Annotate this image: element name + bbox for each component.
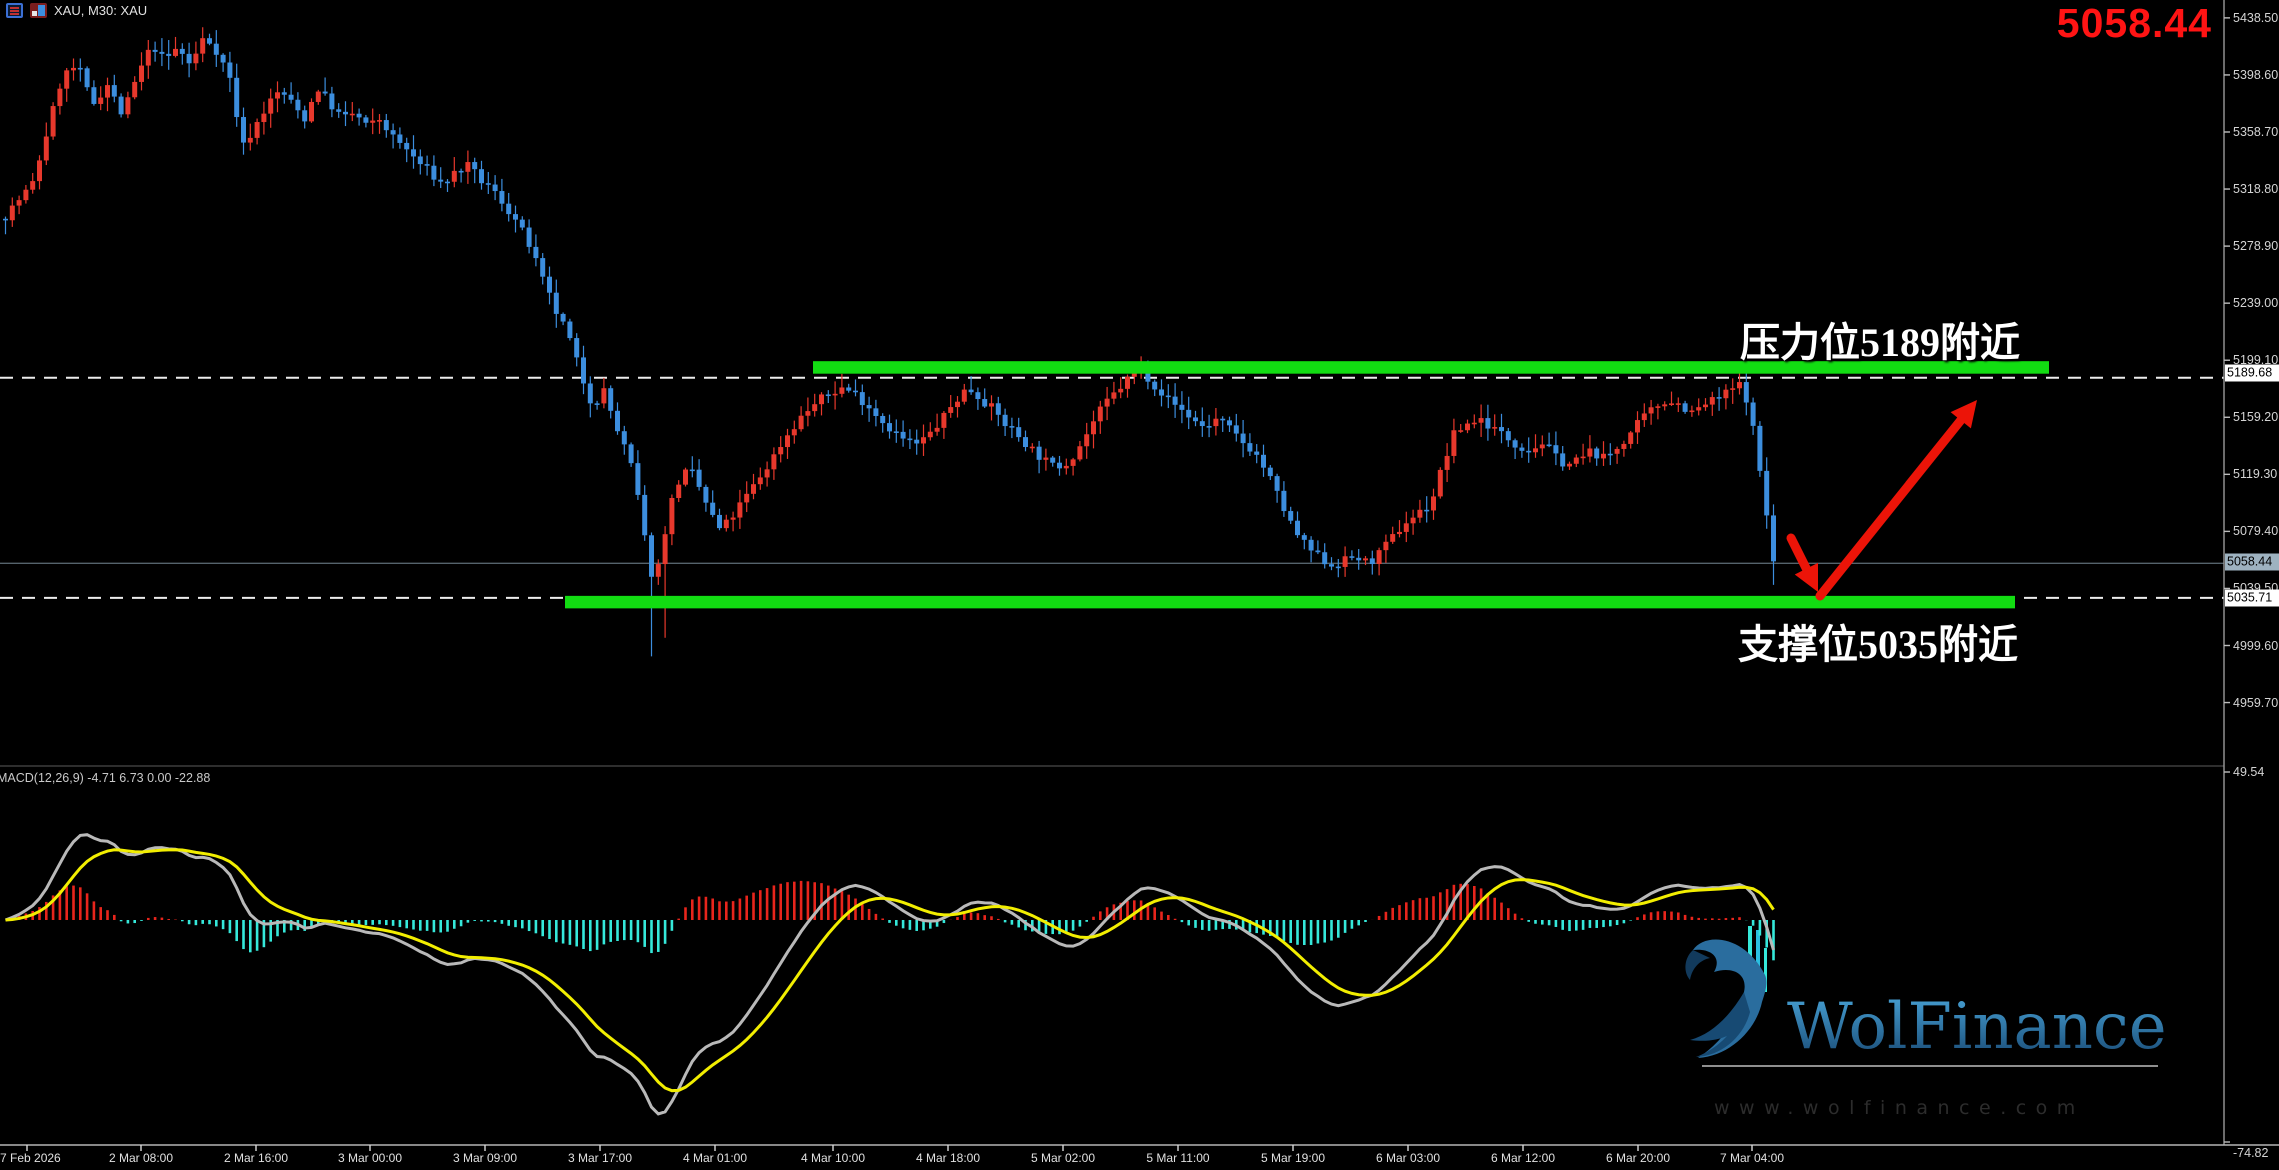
- price-tick-label: 4999.60: [2233, 638, 2279, 653]
- macd-signal-line: [5, 848, 1775, 1093]
- projection-arrows: [1786, 400, 1977, 601]
- price-tick-label: 5159.20: [2233, 410, 2279, 425]
- time-tick-label: 2 Mar 16:00: [223, 1151, 289, 1165]
- time-tick-label: 3 Mar 17:00: [567, 1151, 633, 1165]
- current-price-display: 5058.44: [2056, 0, 2212, 46]
- time-tick-label: 5 Mar 19:00: [1260, 1151, 1326, 1165]
- watermark-url: www.wolfinance.com: [1714, 1097, 2085, 1119]
- time-tick-label: 7 Mar 04:00: [1719, 1151, 1785, 1165]
- price-tick-label: 5199.10: [2233, 353, 2279, 368]
- support-annotation: 支撑位5035附近: [1738, 622, 2018, 667]
- time-tick-label: 6 Mar 12:00: [1490, 1151, 1556, 1165]
- price-tick-label: 5278.90: [2233, 239, 2279, 254]
- price-tick-label: 5438.50: [2233, 10, 2279, 25]
- time-tick-label: 4 Mar 10:00: [800, 1151, 866, 1165]
- chart-list-icon[interactable]: [6, 3, 23, 18]
- level-lines: [0, 376, 2224, 599]
- time-tick-label: 2 Mar 08:00: [108, 1151, 174, 1165]
- time-tick-label: 4 Mar 18:00: [915, 1151, 981, 1165]
- macd-indicator-label: MACD(12,26,9) -4.71 6.73 0.00 -22.88: [0, 771, 211, 785]
- price-tick-label: 5119.30: [2233, 467, 2278, 482]
- symbol-bar: XAU, M30: XAU: [6, 3, 147, 18]
- time-tick-label: 6 Mar 20:00: [1605, 1151, 1671, 1165]
- time-tick-label: 3 Mar 09:00: [452, 1151, 518, 1165]
- green-level-bars: [565, 361, 2049, 609]
- candles-layer: [3, 27, 1776, 657]
- support-price-tag: 5035.71: [2225, 589, 2279, 607]
- watermark-bird-logo: [1685, 926, 1767, 1058]
- symbol-label: XAU, M30: XAU: [54, 3, 148, 18]
- time-tick-label: 3 Mar 00:00: [337, 1151, 403, 1165]
- watermark-brand: WolFinance: [1787, 990, 2167, 1064]
- price-tick-label: 5239.00: [2233, 296, 2279, 311]
- price-tick-label: 4959.70: [2233, 695, 2279, 710]
- price-tick-label: 5358.70: [2233, 124, 2279, 139]
- resistance-price-tag: 5189.68: [2225, 364, 2279, 382]
- time-tick-label: 6 Mar 03:00: [1375, 1151, 1441, 1165]
- resistance-bar: [813, 361, 2049, 374]
- macd-main-line: [4, 833, 1775, 1116]
- macd-bottom-tick: -74.82: [2233, 1146, 2269, 1160]
- time-tick-label: 5 Mar 11:00: [1146, 1151, 1210, 1165]
- price-tick-label: 5079.40: [2233, 524, 2279, 539]
- support-bar: [565, 595, 2015, 609]
- macd-layer: [4, 833, 1775, 1116]
- bid-price-tag: 5058.44: [2225, 553, 2279, 571]
- price-tick-label: 5398.60: [2233, 67, 2279, 82]
- watermark: WolFinance www.wolfinance.com: [1685, 926, 2167, 1119]
- chart-window-icon[interactable]: [30, 3, 47, 18]
- time-tick-label: 5 Mar 02:00: [1030, 1151, 1096, 1165]
- time-tick-label: 7 Feb 2026: [0, 1151, 61, 1165]
- price-tick-label: 5318.80: [2233, 182, 2279, 197]
- time-tick-label: 4 Mar 01:00: [682, 1151, 748, 1165]
- macd-top-tick: 49.54: [2233, 765, 2265, 779]
- resistance-annotation: 压力位5189附近: [1740, 320, 2020, 365]
